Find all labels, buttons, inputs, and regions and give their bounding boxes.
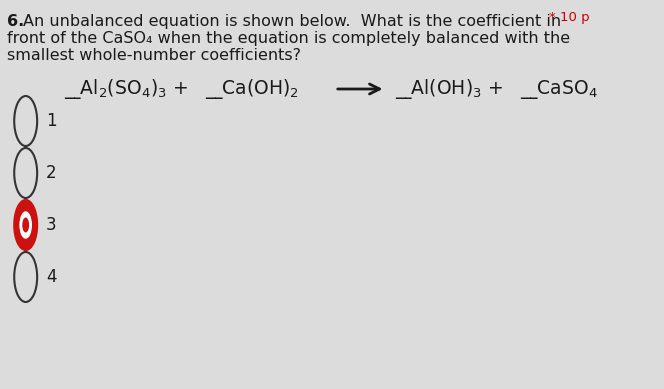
Text: $\mathregular{\_\!\_}$Al(OH)$_3$ +   $\mathregular{\_\!\_}$CaSO$_4$: $\mathregular{\_\!\_}$Al(OH)$_3$ + $\mat… bbox=[394, 77, 598, 101]
Text: 6.: 6. bbox=[7, 14, 25, 29]
Text: $\mathregular{\_\!\_}$Al$_2$(SO$_4$)$_3$ +   $\mathregular{\_\!\_}$Ca(OH)$_2$: $\mathregular{\_\!\_}$Al$_2$(SO$_4$)$_3$… bbox=[64, 77, 299, 101]
Text: 1: 1 bbox=[46, 112, 56, 130]
Text: 2: 2 bbox=[46, 164, 56, 182]
Text: 3: 3 bbox=[46, 216, 56, 234]
Ellipse shape bbox=[14, 200, 37, 250]
Ellipse shape bbox=[23, 217, 29, 233]
Ellipse shape bbox=[19, 211, 32, 239]
Text: 4: 4 bbox=[46, 268, 56, 286]
Text: An unbalanced equation is shown below.  What is the coefficient in: An unbalanced equation is shown below. W… bbox=[23, 14, 561, 29]
Text: * 10 p: * 10 p bbox=[548, 11, 590, 24]
Text: front of the CaSO₄ when the equation is completely balanced with the: front of the CaSO₄ when the equation is … bbox=[7, 31, 570, 46]
Text: smallest whole-number coefficients?: smallest whole-number coefficients? bbox=[7, 48, 301, 63]
